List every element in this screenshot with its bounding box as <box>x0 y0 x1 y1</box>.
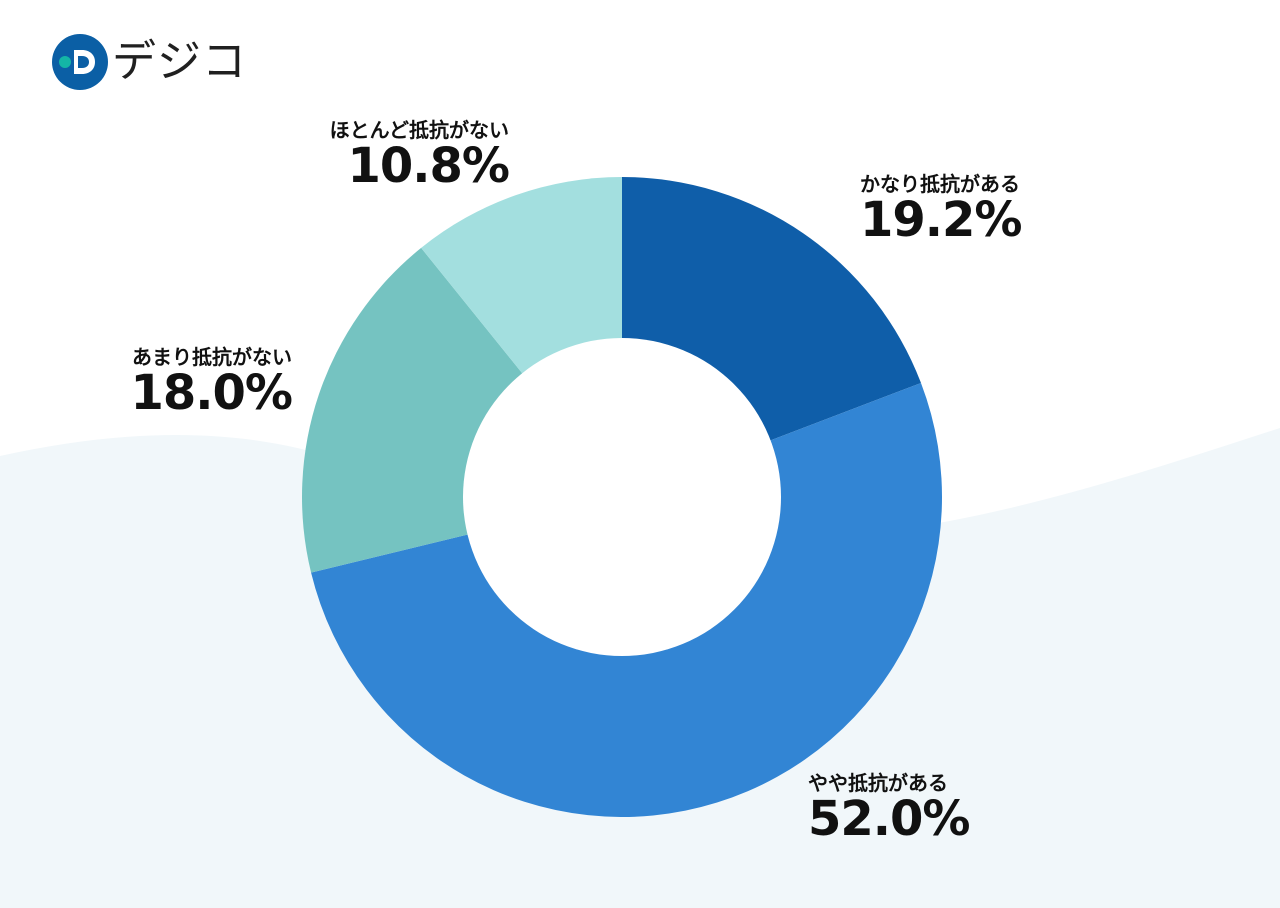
label-kanari-category: かなり抵抗がある <box>860 172 1020 196</box>
logo: デジコ <box>52 34 247 90</box>
donut-center-hole <box>463 338 781 656</box>
label-yaya-value: 52.0% <box>808 791 971 847</box>
label-hotondo-category: ほとんど抵抗がない <box>329 118 509 142</box>
label-amari-category: あまり抵抗がない <box>132 345 292 369</box>
d-logo-icon <box>52 34 108 90</box>
logo-text: デジコ <box>112 36 247 87</box>
label-hotondo-group: ほとんど抵抗がない 10.8% <box>295 118 510 194</box>
label-amari-group: あまり抵抗がない 18.0% <box>104 345 293 421</box>
label-hotondo-value: 10.8% <box>347 138 510 194</box>
label-kanari-group: かなり抵抗がある 19.2% <box>860 172 1023 248</box>
label-yaya-group: やや抵抗がある 52.0% <box>808 771 971 847</box>
label-yaya-category: やや抵抗がある <box>808 771 948 795</box>
label-amari-value: 18.0% <box>130 365 293 421</box>
label-kanari-value: 19.2% <box>860 192 1023 248</box>
